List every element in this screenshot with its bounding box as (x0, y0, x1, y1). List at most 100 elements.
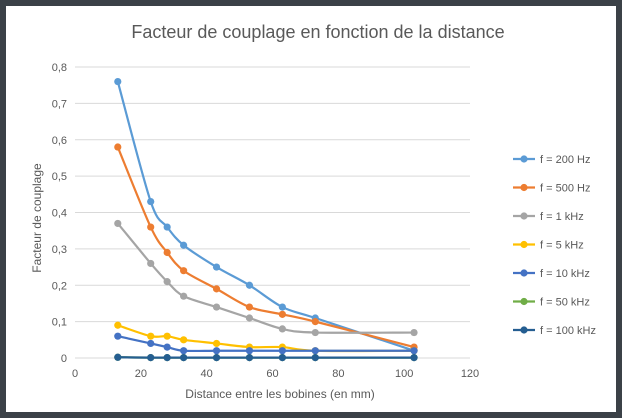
data-point (410, 347, 418, 355)
data-point (410, 354, 418, 362)
legend-item: f = 100 kHz (513, 325, 596, 337)
legend-marker (520, 297, 528, 306)
series (114, 77, 418, 355)
data-point (311, 328, 319, 337)
legend-label: f = 5 kHz (540, 240, 584, 252)
legend-marker (520, 212, 528, 220)
legend-item: f = 1 kHz (513, 211, 584, 223)
data-point (245, 303, 254, 311)
data-point (163, 343, 171, 351)
legend: f = 200 Hz f = 500 Hz f = 1 kHz f = 5 kHz f … (513, 154, 596, 337)
data-point (163, 223, 171, 231)
x-axis-title: Distance entre les bobines (en mm) (185, 387, 374, 401)
data-point (114, 321, 122, 329)
data-point (245, 354, 254, 362)
legend-label: f = 500 Hz (540, 183, 590, 195)
series-line (117, 324, 415, 353)
data-point (180, 241, 188, 249)
data-point (114, 353, 122, 361)
legend-label: f = 50 kHz (540, 297, 590, 309)
legend-label: f = 200 Hz (540, 154, 590, 166)
data-point (212, 347, 221, 355)
data-point (311, 354, 319, 362)
x-axis-ticks: 0 20 40 60 80 100 120 (72, 368, 479, 380)
x-tick-label: 40 (201, 368, 213, 380)
y-tick-label: 0,1 (52, 317, 67, 329)
data-point (278, 347, 286, 355)
data-point (311, 347, 319, 355)
data-point (163, 248, 171, 257)
legend-item: f = 5 kHz (513, 240, 584, 252)
data-point (147, 354, 155, 362)
legend-item: f = 500 Hz (513, 183, 590, 195)
data-point (180, 347, 188, 355)
legend-item: f = 50 kHz (513, 297, 590, 309)
legend-item: f = 200 Hz (513, 154, 590, 166)
x-tick-label: 100 (395, 368, 413, 380)
chart-frame: Facteur de couplage en fonction de la di… (6, 6, 616, 412)
data-point (245, 314, 254, 322)
series (114, 353, 418, 362)
y-tick-label: 0,5 (52, 171, 67, 183)
data-point (163, 354, 171, 362)
y-tick-label: 0,3 (52, 244, 67, 256)
y-axis-title: Facteur de couplage (30, 163, 44, 273)
y-axis-ticks: 0 0,1 0,2 0,3 0,4 0,5 0,6 0,7 0,8 (52, 62, 67, 365)
data-point (180, 336, 188, 344)
series (114, 143, 418, 351)
data-point (180, 354, 188, 362)
data-point (163, 278, 171, 286)
data-point (212, 354, 221, 362)
line-chart: Facteur de couplage en fonction de la di… (30, 22, 596, 401)
y-tick-label: 0,4 (52, 208, 67, 220)
gridlines (75, 66, 470, 323)
legend-label: f = 100 kHz (540, 325, 596, 337)
legend-marker (520, 269, 528, 277)
data-point (278, 310, 286, 318)
chart-title: Facteur de couplage en fonction de la di… (131, 22, 504, 42)
y-tick-label: 0,7 (52, 98, 67, 110)
y-tick-label: 0,2 (52, 280, 67, 292)
series-line (116, 146, 415, 349)
x-tick-label: 120 (461, 368, 479, 380)
data-point (114, 143, 122, 151)
data-point (212, 263, 221, 271)
data-point (245, 281, 254, 289)
legend-marker (520, 183, 528, 192)
data-point (245, 347, 254, 355)
legend-label: f = 1 kHz (540, 211, 584, 223)
legend-marker (520, 155, 528, 163)
series-lines (114, 77, 418, 362)
legend-marker (520, 240, 528, 249)
data-point (147, 223, 155, 231)
series (114, 219, 418, 337)
data-point (212, 285, 221, 293)
data-point (311, 318, 319, 326)
legend-label: f = 10 kHz (540, 268, 590, 280)
data-point (114, 332, 122, 340)
series-line (117, 335, 415, 353)
x-tick-label: 60 (266, 368, 278, 380)
data-point (114, 219, 122, 228)
data-point (278, 354, 286, 362)
data-point (278, 325, 286, 333)
data-point (278, 303, 286, 311)
series (114, 332, 418, 355)
data-point (212, 339, 221, 348)
legend-item: f = 10 kHz (513, 268, 590, 280)
data-point (180, 292, 188, 300)
data-point (147, 259, 155, 268)
data-point (163, 332, 171, 340)
data-point (180, 267, 188, 275)
y-tick-label: 0,6 (52, 135, 67, 147)
series (114, 321, 418, 355)
data-point (147, 197, 155, 206)
y-tick-label: 0 (61, 353, 67, 365)
data-point (147, 339, 155, 348)
legend-marker (520, 326, 528, 334)
data-point (147, 332, 155, 340)
series-line (116, 222, 415, 334)
x-tick-label: 0 (72, 368, 78, 380)
x-tick-label: 20 (135, 368, 147, 380)
data-point (410, 328, 418, 337)
